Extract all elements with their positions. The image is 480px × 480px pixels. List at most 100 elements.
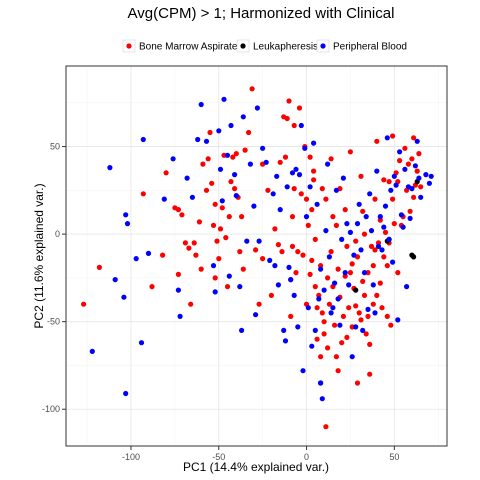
point-series-0 (328, 156, 334, 162)
point-series-2 (240, 114, 246, 120)
point-series-0 (411, 194, 417, 200)
point-series-0 (361, 292, 368, 298)
point-series-1 (411, 254, 417, 260)
point-series-0 (379, 305, 385, 311)
point-series-0 (246, 129, 252, 136)
point-series-2 (267, 257, 273, 263)
point-series-0 (253, 247, 259, 253)
point-series-0 (321, 319, 327, 325)
point-series-2 (217, 166, 224, 172)
point-series-2 (237, 284, 243, 290)
point-series-2 (391, 173, 397, 179)
point-series-0 (381, 177, 387, 183)
point-series-0 (203, 187, 210, 193)
point-series-2 (375, 243, 382, 249)
point-series-2 (277, 207, 283, 213)
point-series-0 (326, 301, 332, 307)
point-series-2 (140, 136, 146, 143)
point-series-2 (300, 368, 306, 374)
point-series-0 (349, 261, 355, 267)
point-series-0 (382, 229, 389, 235)
point-series-2 (226, 273, 232, 279)
point-series-0 (361, 231, 368, 237)
point-series-0 (377, 280, 383, 286)
point-series-2 (388, 187, 394, 193)
point-series-0 (372, 247, 378, 253)
point-series-2 (398, 212, 404, 218)
point-series-0 (186, 245, 192, 251)
point-series-2 (138, 340, 145, 346)
point-series-0 (407, 208, 413, 214)
point-series-2 (342, 270, 348, 276)
point-series-0 (374, 138, 380, 144)
point-series-2 (195, 136, 201, 143)
point-series-0 (384, 263, 390, 269)
point-series-0 (207, 129, 213, 136)
point-series-0 (374, 292, 380, 298)
point-series-2 (312, 327, 318, 333)
point-series-2 (295, 324, 301, 330)
point-series-2 (360, 327, 366, 333)
point-series-0 (388, 322, 394, 328)
point-series-0 (140, 191, 146, 197)
point-series-2 (395, 317, 401, 323)
point-series-2 (286, 264, 292, 270)
y-tick-label: 50 (50, 142, 60, 152)
point-series-2 (305, 305, 311, 311)
point-series-2 (112, 277, 118, 283)
point-series-2 (412, 163, 418, 169)
point-series-0 (307, 154, 313, 160)
point-series-0 (358, 317, 364, 323)
point-series-2 (302, 145, 308, 151)
point-series-0 (275, 242, 281, 248)
point-series-0 (265, 187, 271, 193)
point-series-2 (189, 194, 195, 200)
point-series-2 (332, 280, 338, 286)
point-series-0 (391, 221, 397, 227)
point-series-0 (307, 271, 313, 277)
point-series-2 (361, 270, 368, 276)
point-series-0 (323, 424, 329, 430)
point-series-0 (228, 179, 234, 185)
point-series-0 (272, 226, 278, 232)
point-series-0 (242, 147, 248, 153)
point-series-2 (402, 166, 408, 172)
point-series-2 (321, 287, 327, 293)
point-series-2 (263, 159, 269, 165)
x-tick-label: 0 (304, 452, 309, 462)
point-series-0 (212, 201, 218, 207)
point-series-0 (279, 249, 285, 255)
point-series-0 (365, 313, 371, 319)
point-series-2 (372, 310, 378, 316)
point-series-0 (402, 145, 408, 151)
point-series-2 (296, 172, 303, 178)
point-series-2 (260, 145, 266, 151)
point-series-0 (200, 161, 206, 167)
point-series-0 (370, 263, 376, 269)
point-series-2 (404, 284, 410, 290)
legend-marker (320, 43, 326, 49)
point-series-0 (319, 310, 325, 316)
point-series-2 (386, 236, 392, 242)
y-tick-label: 0 (55, 229, 60, 239)
point-series-0 (358, 173, 364, 179)
point-series-0 (309, 207, 315, 213)
point-series-2 (282, 338, 289, 344)
point-series-2 (333, 187, 339, 193)
chart-title: Avg(CPM) > 1; Harmonized with Clinical (128, 5, 395, 22)
point-series-2 (275, 282, 281, 288)
point-series-2 (293, 166, 299, 172)
point-series-0 (182, 240, 188, 246)
point-series-0 (289, 243, 296, 249)
point-series-2 (253, 312, 259, 318)
point-series-2 (363, 214, 369, 220)
point-series-2 (233, 193, 239, 199)
point-series-2 (319, 396, 325, 402)
point-series-0 (223, 235, 229, 241)
point-series-0 (347, 270, 353, 276)
point-series-0 (268, 292, 274, 298)
point-series-2 (407, 215, 413, 221)
y-axis: -100 -50 0 50 (42, 142, 66, 414)
point-series-2 (368, 228, 375, 234)
point-series-0 (212, 275, 218, 281)
